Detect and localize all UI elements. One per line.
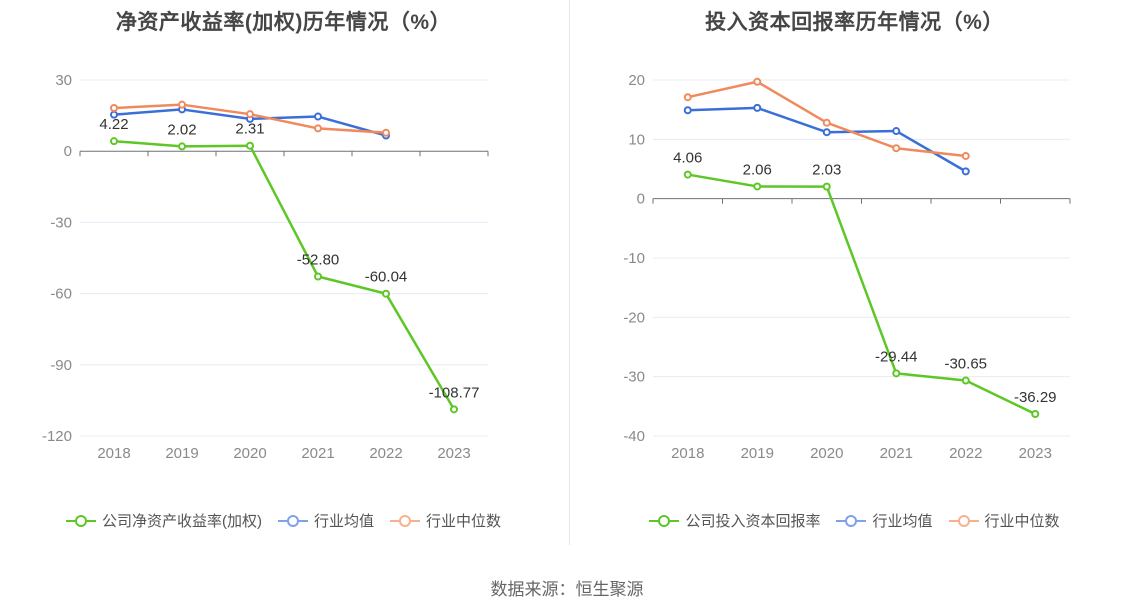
- data-point: [753, 77, 762, 86]
- y-tick-label: -30: [50, 214, 72, 231]
- legend-label: 行业均值: [872, 513, 933, 530]
- data-label: -52.80: [297, 252, 340, 269]
- y-tick-label: -90: [50, 357, 72, 374]
- series-line: [687, 173, 1036, 416]
- chart-title: 投入资本回报率历年情况（%）: [705, 11, 1004, 34]
- data-label: 4.22: [99, 116, 128, 133]
- y-tick-label: 20: [628, 72, 645, 89]
- data-point: [961, 167, 970, 176]
- legend-label: 行业中位数: [984, 513, 1060, 530]
- y-tick-label: -120: [42, 428, 72, 445]
- legend-item-company[interactable]: 公司投入资本回报率: [649, 510, 820, 531]
- x-tick-label: 2019: [165, 445, 198, 462]
- data-label: -29.44: [875, 348, 918, 365]
- legend-label: 行业均值: [313, 513, 374, 530]
- legend-item-industry-median[interactable]: 行业中位数: [390, 510, 501, 531]
- y-tick-label: -60: [50, 286, 72, 303]
- data-point: [178, 142, 186, 151]
- legend-line-icon: [65, 513, 96, 529]
- x-tick-label: 2023: [437, 445, 470, 462]
- data-point: [683, 93, 692, 102]
- data-point: [314, 112, 322, 121]
- data-point: [753, 103, 762, 112]
- data-label: 2.03: [812, 162, 841, 179]
- data-label: 2.06: [743, 161, 772, 178]
- data-point: [382, 128, 390, 137]
- data-point: [314, 124, 322, 133]
- x-tick-label: 2018: [671, 445, 704, 462]
- y-tick-label: 30: [55, 72, 72, 89]
- legend-line-icon: [390, 513, 420, 529]
- series-line: [113, 139, 456, 410]
- data-point: [683, 170, 692, 179]
- data-point: [683, 106, 692, 115]
- data-label: -108.77: [429, 384, 480, 401]
- data-point: [753, 182, 762, 191]
- x-tick-label: 2022: [369, 445, 402, 462]
- x-tick-label: 2023: [1019, 445, 1052, 462]
- legend-line-icon: [649, 513, 680, 529]
- legend-label: 公司净资产收益率(加权): [101, 513, 262, 530]
- y-tick-label: -40: [623, 428, 645, 445]
- data-label: 2.31: [235, 121, 264, 138]
- x-tick-label: 2022: [949, 445, 982, 462]
- x-tick-label: 2020: [810, 445, 843, 462]
- data-point: [450, 405, 458, 414]
- data-point: [892, 369, 901, 378]
- data-point: [822, 182, 831, 191]
- y-tick-label: -10: [623, 250, 645, 267]
- legend: 公司净资产收益率(加权) 行业均值 行业中位数: [0, 510, 567, 531]
- data-point: [382, 289, 390, 298]
- legend-item-industry-avg[interactable]: 行业均值: [836, 510, 933, 531]
- y-tick-label: 10: [628, 131, 645, 148]
- legend-line-icon: [948, 513, 979, 529]
- roic-chart-panel: 投入资本回报率历年情况（%） 20 10 0 -10 -20 -30 -40 2018 2019…: [575, 0, 1134, 560]
- legend-item-industry-avg[interactable]: 行业均值: [277, 510, 374, 531]
- data-label: -30.65: [944, 356, 987, 373]
- data-point: [1031, 409, 1040, 418]
- data-point: [110, 104, 118, 113]
- data-point: [110, 137, 118, 146]
- legend: 公司投入资本回报率 行业均值 行业中位数: [575, 510, 1134, 531]
- data-point: [961, 376, 970, 385]
- y-tick-label: 0: [64, 143, 72, 160]
- data-point: [961, 151, 970, 160]
- x-tick-label: 2018: [97, 445, 130, 462]
- data-source: 数据来源：恒生聚源: [490, 580, 644, 599]
- data-point: [178, 100, 186, 109]
- data-point: [246, 141, 254, 150]
- legend-line-icon: [277, 513, 308, 529]
- legend-label: 公司投入资本回报率: [685, 513, 821, 530]
- x-tick-label: 2019: [741, 445, 774, 462]
- data-point: [314, 272, 322, 281]
- data-point: [822, 118, 831, 127]
- data-label: -36.29: [1014, 389, 1057, 406]
- roe-line-chart: 30 0 -30 -60 -90 -120 2018 2019 2020 2021 2022 2023…: [42, 72, 489, 462]
- x-tick-label: 2021: [301, 445, 334, 462]
- y-tick-label: -30: [623, 369, 645, 386]
- data-point: [892, 127, 901, 136]
- legend-item-industry-median[interactable]: 行业中位数: [948, 510, 1060, 531]
- panel-divider: [569, 0, 570, 545]
- data-point: [246, 110, 254, 119]
- x-tick-label: 2021: [880, 445, 913, 462]
- chart-title: 净资产收益率(加权)历年情况（%）: [115, 11, 452, 34]
- data-label: -60.04: [365, 269, 408, 286]
- y-tick-label: -20: [623, 309, 645, 326]
- data-label: 2.02: [167, 121, 196, 138]
- data-point: [892, 144, 901, 153]
- legend-item-company[interactable]: 公司净资产收益率(加权): [65, 510, 262, 531]
- y-tick-label: 0: [637, 191, 645, 208]
- roic-line-chart: 20 10 0 -10 -20 -30 -40 2018 2019 2020 2021 2022 202…: [623, 72, 1071, 462]
- legend-line-icon: [836, 513, 867, 529]
- legend-label: 行业中位数: [426, 513, 502, 530]
- data-point: [822, 128, 831, 137]
- x-tick-label: 2020: [233, 445, 266, 462]
- roe-chart-panel: 净资产收益率(加权)历年情况（%） 30 0 -30 -60 -90 -120 2018 20…: [0, 0, 567, 560]
- data-label: 4.06: [673, 150, 702, 167]
